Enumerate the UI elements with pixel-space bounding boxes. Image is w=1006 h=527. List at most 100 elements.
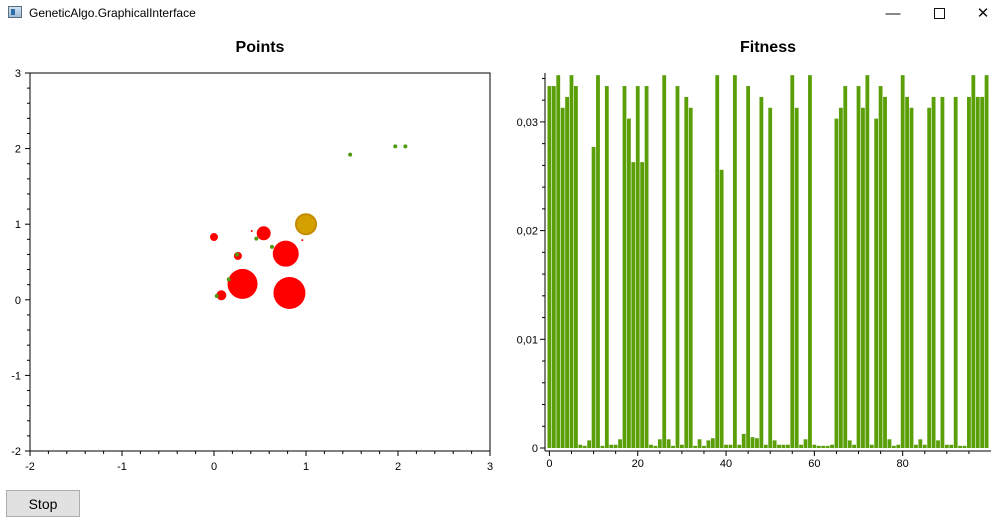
green-point	[226, 277, 231, 282]
fitness-bar	[825, 445, 830, 448]
close-icon: ✕	[976, 5, 990, 22]
fitness-y-tick-label: 0,01	[517, 334, 538, 346]
maximize-button[interactable]	[916, 0, 962, 26]
close-button[interactable]: ✕	[960, 0, 1006, 26]
fitness-bar	[702, 445, 706, 448]
maximize-icon	[933, 7, 945, 19]
fitness-bar	[878, 86, 883, 448]
fitness-bar	[710, 438, 715, 448]
fitness-bar	[865, 75, 870, 448]
fitness-bar	[967, 96, 971, 449]
fitness-bar	[772, 440, 777, 448]
fitness-bar	[600, 445, 605, 448]
fitness-bar	[578, 444, 583, 448]
fitness-bar	[693, 445, 698, 448]
fitness-bar	[768, 107, 773, 449]
fitness-bar	[662, 75, 667, 448]
fitness-bar	[887, 439, 892, 448]
red-point	[301, 239, 304, 242]
green-point	[393, 144, 398, 149]
red-point	[216, 290, 227, 301]
fitness-bar	[715, 75, 720, 448]
fitness-bar	[781, 444, 786, 448]
fitness-bar	[706, 440, 711, 448]
fitness-bar	[697, 439, 702, 448]
fitness-bar	[808, 75, 812, 448]
fitness-bar	[728, 444, 733, 448]
fitness-bar	[869, 444, 874, 448]
fitness-bar	[657, 439, 662, 448]
points-plot-frame	[29, 72, 491, 452]
fitness-bar	[971, 75, 976, 448]
fitness-bar	[940, 96, 945, 449]
fitness-bar	[830, 444, 834, 448]
points-x-tick-label: 1	[303, 461, 309, 473]
minimize-button[interactable]: —	[870, 0, 916, 26]
fitness-bar	[803, 439, 808, 448]
points-chart-title: Points	[235, 39, 285, 56]
fitness-bar	[644, 86, 649, 448]
fitness-bar	[618, 439, 622, 448]
fitness-x-tick-label: 20	[632, 458, 644, 470]
fitness-bar	[936, 440, 940, 448]
fitness-y-tick-label: 0	[532, 443, 538, 455]
points-y-tick-label: -2	[11, 446, 21, 458]
points-x-tick-label: 0	[211, 461, 217, 473]
fitness-bar	[900, 75, 905, 448]
fitness-bar	[861, 107, 865, 449]
fitness-bar	[785, 444, 790, 448]
window-titlebar: GeneticAlgo.GraphicalInterface — ✕	[0, 0, 1006, 26]
fitness-bar	[556, 75, 561, 448]
red-point	[256, 226, 271, 241]
fitness-bar	[547, 86, 552, 448]
window-title: GeneticAlgo.GraphicalInterface	[29, 6, 196, 20]
fitness-bar	[790, 75, 795, 448]
fitness-bar	[746, 86, 751, 448]
points-x-tick-label: 2	[395, 461, 401, 473]
fitness-bar	[918, 439, 923, 448]
points-y-tick-label: -1	[11, 370, 21, 382]
fitness-bar	[984, 75, 989, 448]
fitness-bar	[724, 444, 728, 448]
fitness-bar	[799, 444, 804, 448]
fitness-bar	[750, 437, 755, 448]
fitness-bar	[847, 440, 852, 448]
stop-button[interactable]: Stop	[6, 490, 80, 517]
fitness-bar	[671, 445, 675, 448]
red-point	[227, 268, 258, 299]
points-x-tick-label: -2	[25, 461, 35, 473]
fitness-bar	[856, 86, 861, 448]
fitness-bar	[755, 438, 759, 448]
red-point	[210, 233, 218, 242]
fitness-x-tick-label: 60	[808, 458, 820, 470]
fitness-bar	[834, 118, 839, 449]
fitness-bar	[613, 444, 618, 448]
fitness-bar	[914, 444, 918, 448]
fitness-y-tick-label: 0,02	[517, 226, 538, 238]
fitness-bar	[905, 96, 910, 449]
fitness-bar	[883, 96, 887, 449]
fitness-bar	[812, 444, 817, 448]
fitness-bar	[816, 445, 821, 448]
fitness-x-tick-label: 40	[720, 458, 732, 470]
fitness-bar	[574, 86, 578, 448]
fitness-bar	[741, 433, 746, 448]
fitness-bar	[666, 439, 671, 448]
green-point	[348, 152, 353, 157]
fitness-bar	[759, 96, 764, 449]
fitness-bar	[949, 444, 954, 448]
fitness-bar	[763, 444, 768, 448]
green-point	[235, 252, 239, 257]
fitness-y-tick-label: 0,03	[517, 117, 538, 129]
fitness-bar	[653, 445, 658, 448]
points-y-tick-label: 0	[15, 295, 21, 307]
fitness-bar	[596, 75, 600, 448]
red-point	[272, 240, 299, 267]
fitness-bar	[565, 96, 569, 449]
green-point	[214, 294, 219, 299]
app-window-icon	[8, 6, 22, 18]
fitness-bar	[896, 444, 901, 448]
fitness-bar	[852, 444, 857, 448]
fitness-bar	[649, 444, 653, 448]
fitness-bar	[631, 162, 636, 448]
